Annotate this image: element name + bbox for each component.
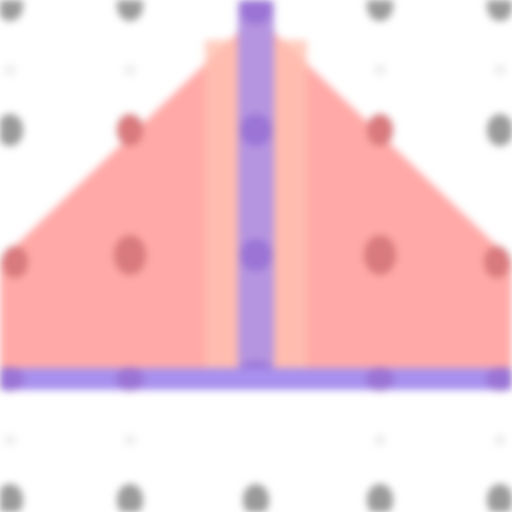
horizontal-baseline[interactable] <box>0 368 512 390</box>
triangle-dot[interactable] <box>117 114 143 146</box>
grid-dot[interactable] <box>0 484 23 512</box>
grid-dot[interactable] <box>0 0 23 21</box>
axis-dot[interactable] <box>240 114 272 146</box>
grid-dot[interactable] <box>0 114 23 146</box>
faint-dot <box>4 64 16 76</box>
faint-dot <box>494 64 506 76</box>
triangle-dot[interactable] <box>367 114 393 146</box>
triangle-dot[interactable] <box>2 246 28 278</box>
grid-dot[interactable] <box>487 0 512 21</box>
baseline-dot[interactable] <box>366 367 394 391</box>
faint-dot <box>124 64 136 76</box>
baseline-dot[interactable] <box>116 367 144 391</box>
grid-dot[interactable] <box>117 484 143 512</box>
faint-dot <box>124 434 136 446</box>
triangle-dot[interactable] <box>484 246 510 278</box>
grid-dot[interactable] <box>243 484 269 512</box>
grid-dot[interactable] <box>487 484 512 512</box>
grid-dot[interactable] <box>367 484 393 512</box>
faint-dot <box>374 64 386 76</box>
faint-dot <box>374 434 386 446</box>
vertical-axis-line[interactable] <box>238 0 274 385</box>
grid-dot[interactable] <box>367 0 393 21</box>
faint-dot <box>494 434 506 446</box>
grid-dot[interactable] <box>487 114 512 146</box>
triangle-dot[interactable] <box>114 235 146 275</box>
grid-dot[interactable] <box>117 0 143 21</box>
faint-dot <box>4 434 16 446</box>
axis-dot[interactable] <box>240 239 272 271</box>
triangle-dot[interactable] <box>364 235 396 275</box>
